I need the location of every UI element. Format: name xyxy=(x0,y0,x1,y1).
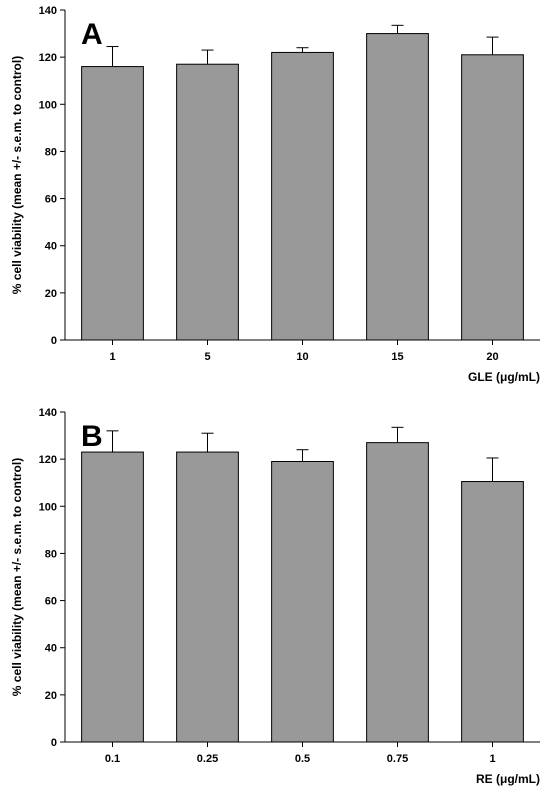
y-tick-label: 20 xyxy=(45,288,57,300)
y-tick-label: 140 xyxy=(39,407,57,419)
bar xyxy=(81,451,144,743)
bar xyxy=(461,481,524,743)
x-axis-title: RE (μg/mL) xyxy=(476,772,540,786)
bar xyxy=(271,51,334,341)
x-tick-label: 0.75 xyxy=(387,753,408,765)
x-tick-label: 5 xyxy=(204,351,210,363)
y-tick-label: 100 xyxy=(39,501,57,513)
y-tick-label: 60 xyxy=(45,194,57,206)
x-tick-label: 0.25 xyxy=(197,753,218,765)
bar xyxy=(366,442,429,743)
y-axis-title: % cell viability (mean +/- s.e.m. to con… xyxy=(10,458,24,696)
panel-b: 0 20 40 60 80 100 120 140 0.1 0.25 0.5 0.75 1 B % cell… xyxy=(10,407,540,786)
bar xyxy=(176,451,239,743)
x-tick-label: 0.5 xyxy=(295,753,310,765)
y-tick-label: 60 xyxy=(45,596,57,608)
y-tick-label: 20 xyxy=(45,690,57,702)
y-tick-label: 120 xyxy=(39,52,57,64)
x-tick-label: 1 xyxy=(489,753,495,765)
bar xyxy=(271,461,334,743)
y-tick-label: 0 xyxy=(51,737,57,749)
x-tick-label: 1 xyxy=(109,351,115,363)
panel-letter: B xyxy=(81,420,103,453)
bar xyxy=(366,33,429,341)
y-tick-label: 100 xyxy=(39,99,57,111)
y-tick-label: 120 xyxy=(39,454,57,466)
y-tick-label: 80 xyxy=(45,146,57,158)
bar xyxy=(176,63,239,341)
bar xyxy=(81,66,144,341)
x-tick-label: 20 xyxy=(486,351,498,363)
bar xyxy=(461,54,524,341)
x-tick-label: 0.1 xyxy=(105,753,120,765)
y-tick-label: 140 xyxy=(39,5,57,17)
x-tick-label: 15 xyxy=(391,351,403,363)
x-axis-title: GLE (μg/mL) xyxy=(468,370,540,384)
y-tick-label: 80 xyxy=(45,548,57,560)
x-tick-label: 10 xyxy=(296,351,308,363)
y-tick-label: 40 xyxy=(45,643,57,655)
y-tick-label: 40 xyxy=(45,241,57,253)
y-tick-label: 0 xyxy=(51,335,57,347)
y-axis-title: % cell viability (mean +/- s.e.m. to con… xyxy=(10,56,24,294)
panel-letter: A xyxy=(81,18,103,51)
